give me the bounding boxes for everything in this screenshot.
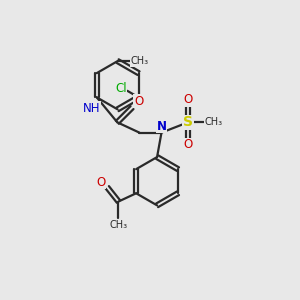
Text: O: O [183,93,193,106]
Text: O: O [96,176,105,189]
Text: CH₃: CH₃ [110,220,128,230]
Text: CH₃: CH₃ [205,117,223,127]
Text: N: N [157,120,166,133]
Text: Cl: Cl [115,82,127,95]
Text: CH₃: CH₃ [130,56,148,66]
Text: O: O [134,94,143,108]
Text: S: S [183,115,193,129]
Text: NH: NH [83,102,100,115]
Text: O: O [183,139,193,152]
